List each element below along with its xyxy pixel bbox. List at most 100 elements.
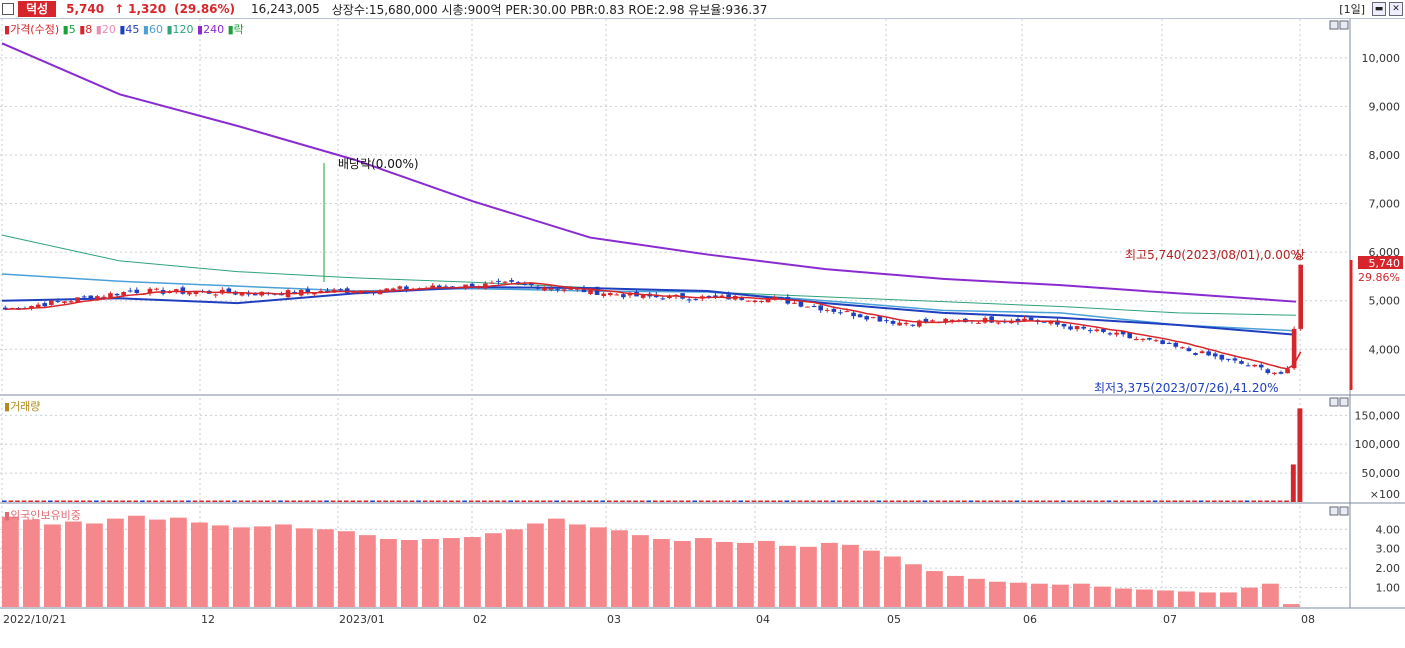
volume-bar	[265, 500, 270, 502]
price-change-pct: (29.86%)	[174, 2, 236, 16]
foreign-tick-label: 4.00	[1376, 523, 1401, 536]
candle-body	[1074, 326, 1080, 330]
candle-body	[864, 316, 870, 320]
candle-body	[824, 309, 830, 311]
candle-body	[187, 292, 192, 295]
volume-bar	[100, 500, 106, 502]
volume-bar	[146, 500, 152, 502]
panel-minimize-icon[interactable]	[1329, 397, 1339, 407]
volume-bar	[837, 500, 842, 502]
panel-close-icon[interactable]	[1339, 397, 1349, 407]
candle-body	[1140, 338, 1146, 340]
candle-body	[542, 287, 547, 291]
candle-body	[890, 320, 896, 324]
volume-bar	[791, 500, 796, 502]
foreign-bar	[758, 540, 775, 607]
volume-bar	[15, 500, 20, 502]
volume-tick-label: 150,000	[1355, 409, 1401, 422]
volume-bar	[475, 500, 481, 502]
foreign-bar	[128, 515, 145, 607]
candle-body	[1061, 323, 1067, 327]
volume-bar	[705, 500, 711, 502]
volume-bar	[1060, 500, 1066, 502]
volume-bar	[922, 500, 928, 502]
volume-bar	[495, 500, 500, 502]
volume-bar	[1284, 500, 1289, 502]
foreign-bar	[86, 523, 103, 607]
volume-bar	[1040, 500, 1046, 502]
volume-bar	[1080, 500, 1086, 502]
candle-body	[607, 292, 613, 296]
candle-body	[851, 312, 856, 317]
ma-line	[1, 273, 1297, 332]
foreign-bar	[422, 539, 439, 607]
close-icon[interactable]: ✕	[1389, 2, 1403, 16]
candle-body	[923, 318, 929, 323]
foreign-bar	[1220, 592, 1237, 607]
candle-body	[469, 283, 475, 288]
foreign-bar	[989, 581, 1006, 607]
stock-name[interactable]: 덕성	[18, 1, 57, 17]
volume-bar	[508, 500, 513, 502]
ma-legend-item: 45	[125, 23, 140, 36]
panel-close-icon[interactable]	[1339, 20, 1349, 30]
foreign-bar	[863, 550, 880, 607]
candle-body	[1199, 351, 1205, 354]
volume-bar	[80, 500, 86, 502]
high-mark: 상	[1294, 248, 1305, 262]
volume-bar	[639, 500, 645, 502]
volume-bar	[1027, 500, 1033, 502]
volume-bar	[1100, 500, 1105, 502]
volume-panel[interactable]	[0, 396, 1350, 502]
legend-marker: ▮	[115, 23, 126, 36]
volume-bar	[593, 500, 599, 502]
candle-body	[101, 296, 107, 298]
candle-body	[1212, 353, 1218, 357]
candle-body	[49, 300, 54, 305]
volume-bar	[975, 500, 980, 502]
candle-body	[706, 296, 712, 298]
legend-foreign-label: 외국인보유비중	[10, 509, 81, 522]
x-tick-label: 05	[887, 613, 901, 626]
panel-minimize-icon[interactable]	[1329, 20, 1339, 30]
header-bar: 덕성 5,740 ↑ 1,320 (29.86%) 16,243,005 상장수…	[0, 0, 1405, 19]
candle-body	[588, 288, 593, 294]
minimize-icon[interactable]: ▬	[1372, 2, 1386, 16]
candle-body	[312, 293, 317, 295]
volume-bar	[107, 500, 112, 502]
volume-bar	[679, 500, 684, 502]
volume-bar	[172, 500, 178, 502]
foreign-bar	[254, 526, 271, 607]
candle-body	[1101, 329, 1106, 333]
panel-close-icon[interactable]	[1339, 506, 1349, 516]
foreign-bar	[800, 546, 817, 607]
period-selector[interactable]: [1일]	[1339, 3, 1365, 16]
panel-minimize-icon[interactable]	[1329, 506, 1339, 516]
candle-body	[154, 288, 159, 290]
price-plot: 배당락(0.00%) 최고5,740(2023/08/01),0.00%상최저3,…	[1, 42, 1403, 395]
volume-bar	[1198, 500, 1204, 502]
volume-bar	[1238, 500, 1243, 502]
candle-body	[1127, 332, 1133, 339]
foreign-bar	[884, 556, 901, 607]
volume-bar	[225, 500, 231, 502]
select-checkbox[interactable]	[2, 3, 14, 15]
foreign-bar	[1073, 583, 1090, 607]
x-tick-label: 03	[607, 613, 621, 626]
volume-bar	[1290, 464, 1296, 502]
candle-body	[147, 288, 153, 293]
foreign-bar	[527, 523, 544, 607]
volume-bar	[199, 500, 204, 502]
price-tick-label: 9,000	[1369, 100, 1401, 113]
current-pct-label: 29.86%	[1358, 271, 1400, 284]
stock-info: 상장수:15,680,000 시총:900억 PER:30.00 PBR:0.8…	[331, 2, 768, 17]
volume-bar	[436, 500, 441, 502]
foreign-bar	[1052, 584, 1069, 607]
volume-bar	[613, 500, 619, 502]
volume-bar	[626, 500, 632, 502]
foreign-bar	[1178, 591, 1195, 607]
volume-bar	[514, 500, 520, 502]
candle-body	[81, 296, 87, 298]
volume-bar	[751, 500, 757, 502]
